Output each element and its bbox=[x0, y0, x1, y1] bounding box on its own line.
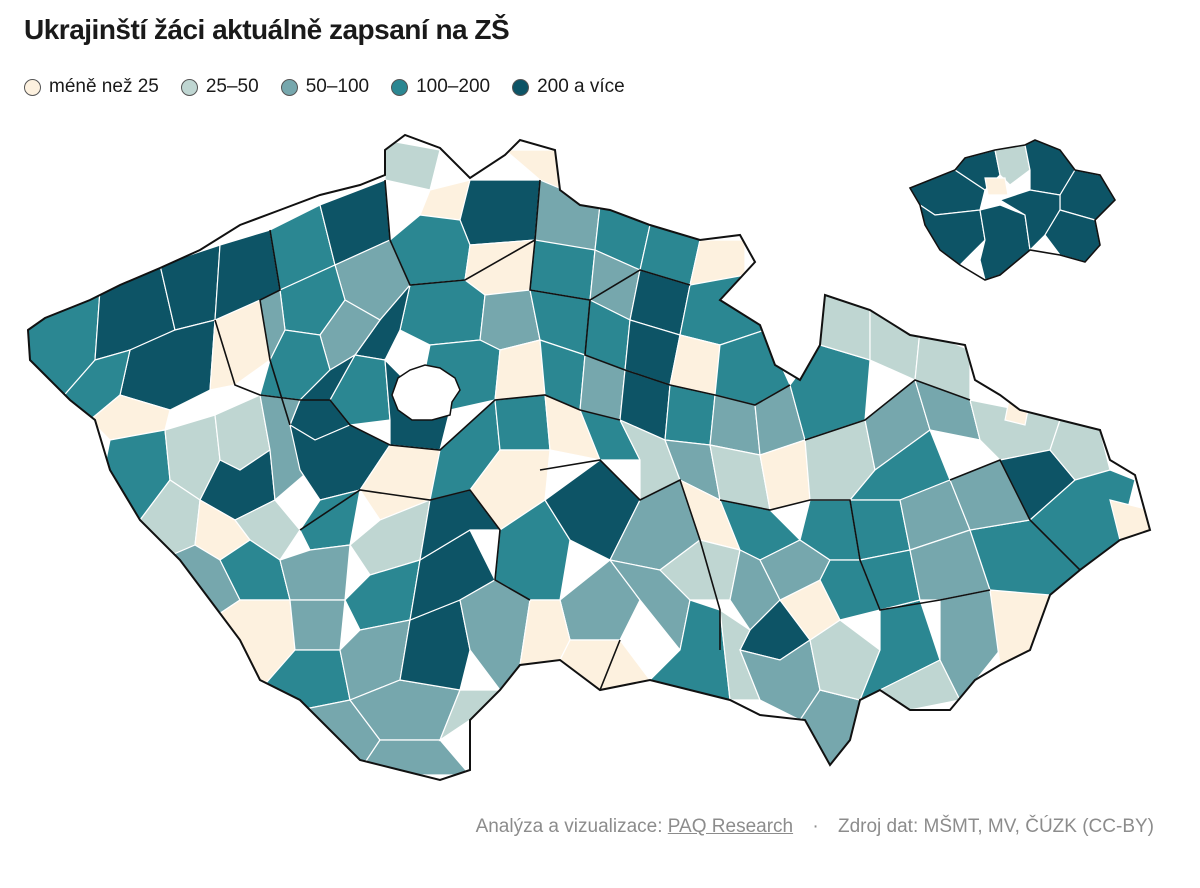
legend-swatch-50-100 bbox=[280, 78, 298, 96]
district bbox=[659, 539, 741, 601]
district bbox=[479, 289, 541, 351]
footer-credits: Analýza a vizualizace: PAQ Research · Zd… bbox=[476, 816, 1154, 838]
legend-swatch-lt25 bbox=[24, 78, 41, 96]
prague-district bbox=[919, 203, 986, 266]
footer-prefix: Analýza a vizualizace: bbox=[475, 816, 663, 837]
district bbox=[989, 589, 1051, 666]
region-boundaries bbox=[214, 179, 1081, 691]
legend-swatch-200plus bbox=[512, 78, 530, 96]
legend-item-100-200: 100–200 bbox=[391, 76, 490, 98]
legend-label-lt25: méně než 25 bbox=[49, 76, 159, 97]
district bbox=[1004, 394, 1031, 426]
district bbox=[1109, 499, 1150, 541]
district bbox=[89, 394, 171, 441]
legend-item-50-100: 50–100 bbox=[280, 76, 370, 98]
map-title: Ukrajinští žáci aktuálně zapsaní na ZŠ bbox=[24, 14, 510, 45]
district bbox=[459, 179, 541, 246]
district bbox=[459, 579, 531, 691]
district bbox=[399, 279, 486, 346]
legend-item-lt25: méně než 25 bbox=[24, 76, 159, 98]
paq-research-link[interactable]: PAQ Research bbox=[667, 816, 794, 837]
prague-district bbox=[984, 177, 1009, 196]
district bbox=[279, 544, 351, 601]
choropleth-map bbox=[26, 133, 1152, 782]
prague-cutout bbox=[391, 364, 461, 421]
legend-label-25-50: 25–50 bbox=[205, 76, 259, 97]
country-outline bbox=[26, 133, 1152, 782]
legend-label-200plus: 200 a více bbox=[537, 76, 625, 97]
district bbox=[819, 559, 881, 621]
district bbox=[289, 599, 346, 651]
district bbox=[358, 739, 472, 776]
legend-item-200plus: 200 a více bbox=[512, 76, 625, 98]
district bbox=[494, 339, 546, 401]
district bbox=[869, 309, 921, 381]
legend: méně než 25 25–50 50–100 100–200 200 a v… bbox=[24, 76, 625, 98]
district bbox=[494, 394, 551, 451]
district bbox=[1049, 419, 1111, 481]
legend-label-50-100: 50–100 bbox=[305, 76, 370, 97]
footer-separator: · bbox=[812, 816, 819, 837]
legend-label-100-200: 100–200 bbox=[416, 76, 491, 97]
prague-district bbox=[979, 204, 1031, 281]
district bbox=[299, 489, 361, 551]
district bbox=[464, 239, 536, 296]
footer-source: Zdroj dat: MŠMT, MV, ČÚZK (CC-BY) bbox=[837, 816, 1154, 837]
legend-swatch-100-200 bbox=[391, 78, 409, 96]
legend-item-25-50: 25–50 bbox=[180, 76, 259, 98]
legend-swatch-25-50 bbox=[180, 78, 198, 96]
district bbox=[234, 499, 301, 561]
prague-inset bbox=[908, 139, 1117, 281]
district bbox=[384, 139, 441, 191]
